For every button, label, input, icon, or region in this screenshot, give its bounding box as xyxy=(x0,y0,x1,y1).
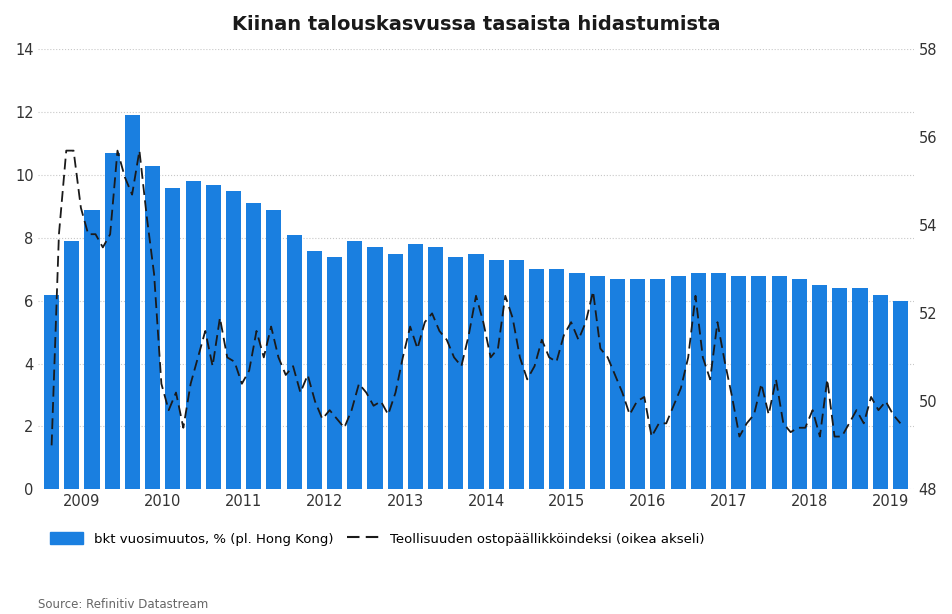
Bar xyxy=(691,273,705,489)
Bar xyxy=(508,260,524,489)
Bar xyxy=(771,276,786,489)
Bar xyxy=(64,241,79,489)
Bar xyxy=(488,260,504,489)
Bar xyxy=(347,241,363,489)
Title: Kiinan talouskasvussa tasaista hidastumista: Kiinan talouskasvussa tasaista hidastumi… xyxy=(231,15,721,34)
Bar xyxy=(711,273,726,489)
Bar xyxy=(166,188,181,489)
Bar xyxy=(267,210,282,489)
Bar xyxy=(630,279,645,489)
Bar xyxy=(105,153,120,489)
Bar xyxy=(468,254,484,489)
Bar xyxy=(529,270,545,489)
Bar xyxy=(812,285,827,489)
Bar xyxy=(670,276,685,489)
Bar xyxy=(610,279,625,489)
Bar xyxy=(852,288,867,489)
Bar xyxy=(407,244,423,489)
Bar xyxy=(247,203,261,489)
Bar xyxy=(428,247,444,489)
Bar xyxy=(44,295,59,489)
Bar xyxy=(893,301,908,489)
Text: Source: Refinitiv Datastream: Source: Refinitiv Datastream xyxy=(38,598,208,611)
Bar xyxy=(85,210,100,489)
Bar xyxy=(731,276,746,489)
Bar xyxy=(327,257,342,489)
Bar xyxy=(650,279,665,489)
Bar xyxy=(873,295,888,489)
Bar xyxy=(589,276,605,489)
Bar xyxy=(549,270,565,489)
Bar xyxy=(832,288,847,489)
Bar xyxy=(792,279,807,489)
Bar xyxy=(367,247,383,489)
Bar xyxy=(287,235,302,489)
Bar xyxy=(145,166,160,489)
Bar xyxy=(226,191,241,489)
Bar xyxy=(448,257,464,489)
Bar xyxy=(387,254,403,489)
Bar xyxy=(125,115,140,489)
Bar xyxy=(206,185,221,489)
Bar xyxy=(751,276,766,489)
Bar xyxy=(186,181,201,489)
Bar xyxy=(569,273,585,489)
Legend: bkt vuosimuutos, % (pl. Hong Kong), Teollisuuden ostopäällikköindeksi (oikea aks: bkt vuosimuutos, % (pl. Hong Kong), Teol… xyxy=(45,527,710,551)
Bar xyxy=(307,251,322,489)
